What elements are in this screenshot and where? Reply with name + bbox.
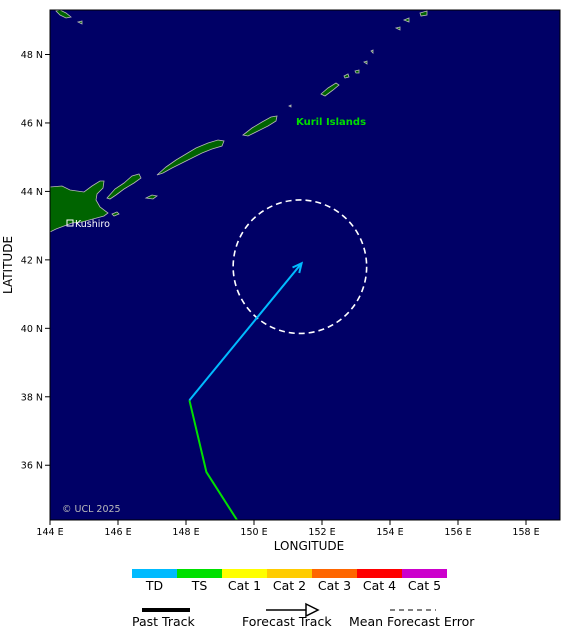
simushir-island [320,82,340,97]
forecast-error-circle [232,199,368,335]
category-swatch [357,569,402,578]
forecast-track-line [188,262,303,401]
matua-islet [363,60,368,65]
land-layer [49,9,428,233]
longitude-tick-label: 146 E [104,527,131,538]
longitude-tick-label: 152 E [308,527,335,538]
kuril-islands-label: Kuril Islands [296,117,366,128]
longitude-tick-label: 144 E [36,527,63,538]
latitude-tick-label: 40 N [21,324,43,335]
latitude-tick-label: 36 N [21,461,43,472]
category-swatch [312,569,357,578]
latitude-tick-label: 42 N [21,255,43,266]
category-color-bar [132,569,447,578]
small-rock [288,104,292,108]
rasshua-islet [354,69,360,74]
latitude-tick-label: 44 N [21,187,43,198]
kunashir-island [106,173,142,200]
ketoy-islet [343,73,350,79]
longitude-tick-label: 154 E [376,527,403,538]
latitude-axis-title: LATITUDE [1,236,15,294]
category-swatch [132,569,177,578]
category-swatch [267,569,312,578]
kushiro-city-label: Kushiro [75,219,110,230]
forecast-arrowhead [292,261,304,274]
habomai-islet [111,211,120,217]
longitude-ticks: 144 E 146 E 148 E 150 E 152 E 154 E 156 E 158 E [36,520,540,538]
forecast-track-key-arrow [305,602,320,618]
copyright-text: © UCL 2025 [62,504,121,515]
category-swatch [177,569,222,578]
iturup-island [156,139,225,176]
kushiro-city-marker [66,219,74,227]
category-swatch [222,569,267,578]
hokkaido-landmass [49,180,109,233]
latitude-tick-label: 48 N [21,50,43,61]
category-swatch [402,569,447,578]
latitude-tick-label: 46 N [21,118,43,129]
latitude-tick-label: 38 N [21,392,43,403]
longitude-tick-label: 156 E [444,527,471,538]
longitude-axis-title: LONGITUDE [274,539,344,553]
plot-frame [49,9,561,521]
shiashkotan-islet [370,49,374,54]
northern-islet-4 [76,20,83,25]
shikotan-island [144,194,158,200]
northern-islet-1 [394,26,401,31]
latitude-ticks: 36 N 38 N 40 N 42 N 44 N 46 N 48 N [21,50,50,472]
ocean-area [50,10,560,520]
northern-islet-2 [402,17,410,23]
longitude-tick-label: 150 E [240,527,267,538]
past-track-line [188,399,238,521]
longitude-tick-label: 158 E [512,527,539,538]
urup-island [242,115,278,137]
northern-islet-3 [419,10,428,17]
longitude-tick-label: 148 E [172,527,199,538]
